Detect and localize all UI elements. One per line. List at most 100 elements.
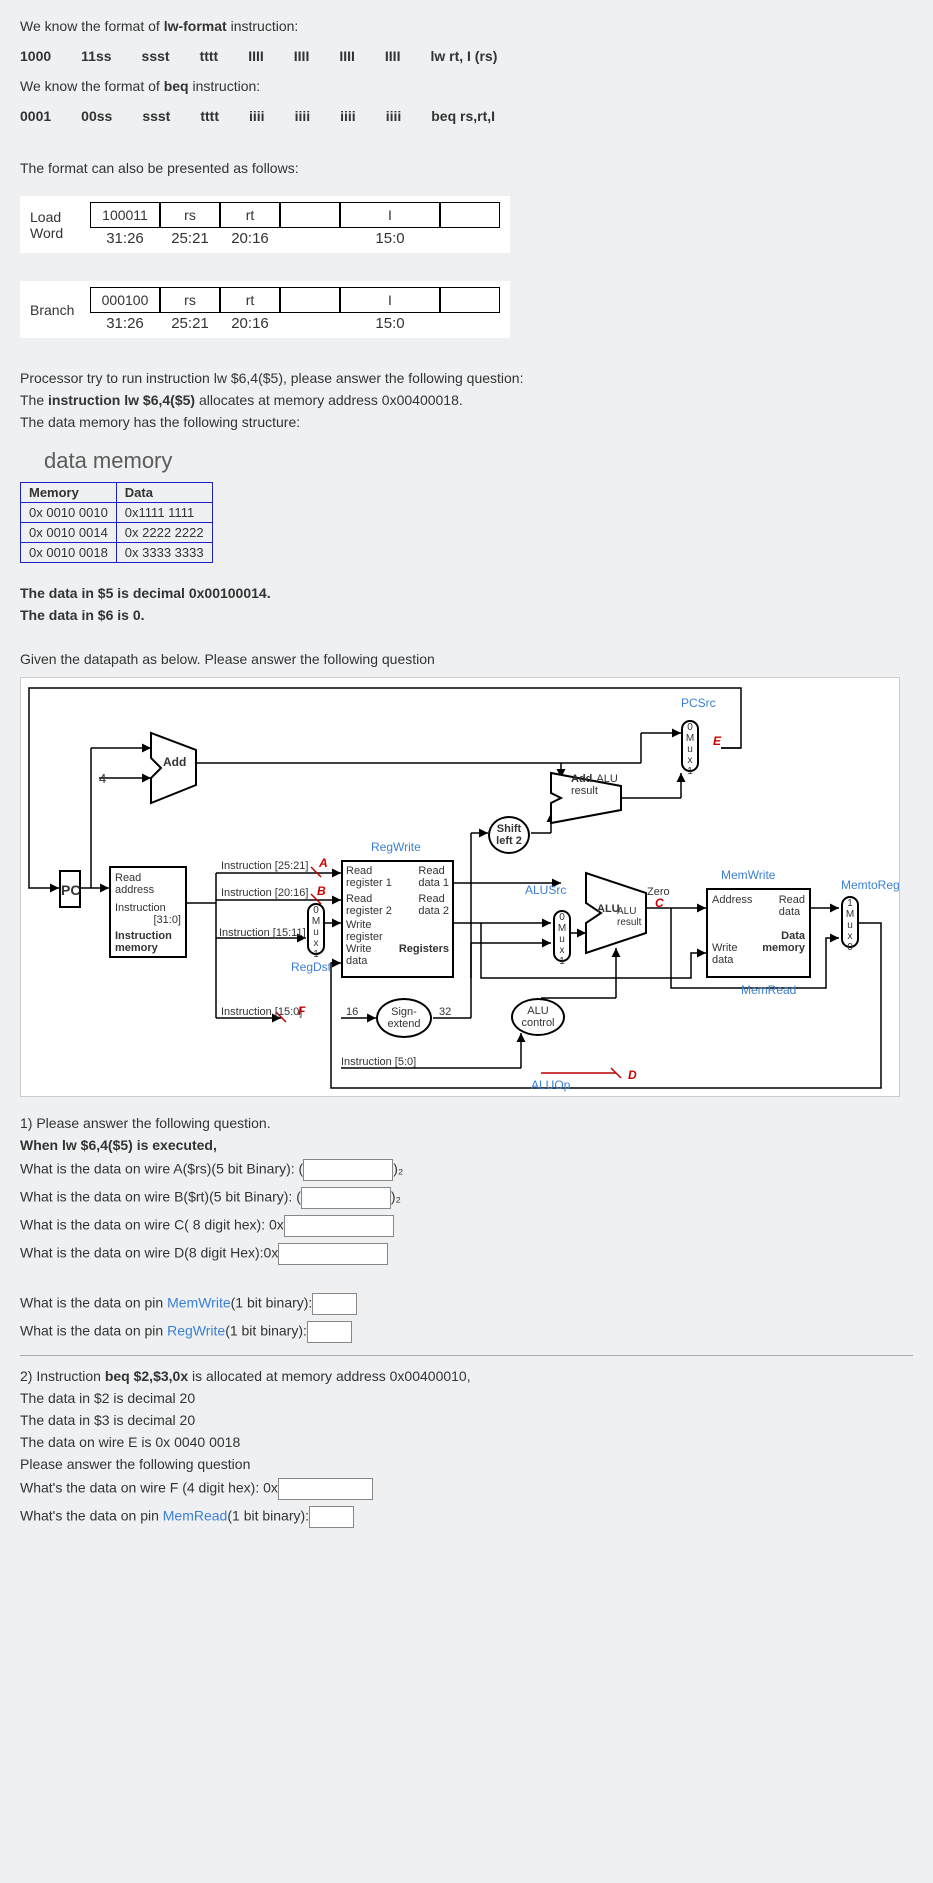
- fmt-range: [440, 230, 500, 247]
- fmt-cell: rt: [220, 202, 280, 228]
- question-1: 1) Please answer the following question.…: [20, 1115, 913, 1343]
- fmt-range: 15:0: [340, 230, 440, 247]
- text: We know the format of: [20, 18, 164, 34]
- regwrite-input[interactable]: [307, 1321, 352, 1343]
- bit-group: iiii: [295, 108, 311, 124]
- dm-row: 0x 0010 00180x 3333 3333: [21, 543, 213, 563]
- fmt-cell: [440, 202, 500, 228]
- mid-p2: The data in $6 is 0.: [20, 607, 913, 623]
- memtoreg-mux: 1Mux0: [841, 896, 859, 948]
- bit-group: ssst: [142, 108, 170, 124]
- load-word-format: Load Word 100011rsrtI 31:2625:2120:1615:…: [20, 196, 510, 253]
- fmt-range: 31:26: [90, 230, 160, 247]
- data-memory-title: data memory: [44, 448, 913, 474]
- aluop-label: ALUOp: [531, 1078, 570, 1092]
- add-label: Add: [163, 755, 186, 769]
- q1-head: 1) Please answer the following question.: [20, 1115, 913, 1131]
- bit-group: tttt: [200, 48, 219, 64]
- t: Data: [781, 930, 805, 942]
- text: What is the data on wire C( 8 digit hex)…: [20, 1217, 284, 1233]
- text: Word: [30, 225, 80, 241]
- bit-group: 0001: [20, 108, 51, 124]
- datapath-diagram: PC 4 Add Read address Instruction [31:0]…: [20, 677, 900, 1097]
- text: address: [115, 884, 181, 896]
- alu-control: ALUcontrol: [511, 998, 565, 1036]
- bit-group: IIII: [339, 48, 355, 64]
- context-p1: Processor try to run instruction lw $6,4…: [20, 370, 913, 386]
- t: data: [712, 954, 733, 966]
- fmt-cell: I: [340, 202, 440, 228]
- t: Read: [779, 894, 805, 906]
- regdst-label: RegDst: [291, 960, 331, 974]
- wire-c-input[interactable]: [284, 1215, 394, 1237]
- t: ALU: [596, 773, 617, 785]
- i2521-label: Instruction [25:21]: [221, 860, 308, 872]
- t: extend: [387, 1018, 420, 1030]
- wire-b-input[interactable]: [301, 1187, 391, 1209]
- dm-header: Data: [116, 483, 212, 503]
- text: (1 bit binary):: [231, 1295, 313, 1311]
- text: instruction:: [227, 18, 299, 34]
- t: memory: [762, 942, 805, 966]
- t: Read: [346, 893, 372, 905]
- text: Read: [115, 872, 181, 884]
- dm-cell: 0x 2222 2222: [116, 523, 212, 543]
- t: Registers: [399, 943, 449, 967]
- instruction-memory: Read address Instruction [31:0] Instruct…: [109, 866, 187, 958]
- intro-line-2: We know the format of beq instruction:: [20, 78, 913, 94]
- text: Instruction: [115, 902, 181, 914]
- t: register 1: [346, 877, 392, 889]
- bit-group: tttt: [200, 108, 219, 124]
- fmt-range: 20:16: [220, 230, 280, 247]
- lw-format-label: lw-format: [164, 18, 227, 34]
- fmt-range: 20:16: [220, 315, 280, 332]
- q2-p3: The data in $3 is decimal 20: [20, 1412, 913, 1428]
- dm-cell: 0x 0010 0010: [21, 503, 117, 523]
- fmt-cell: rs: [160, 202, 220, 228]
- text: What's the data on pin: [20, 1508, 163, 1524]
- i2016-label: Instruction [20:16]: [221, 887, 308, 899]
- context-p2: The instruction lw $6,4($5) allocates at…: [20, 392, 913, 408]
- fmt-body: 000100rsrtI 31:2625:2120:1615:0: [90, 287, 500, 332]
- memread-input[interactable]: [309, 1506, 354, 1528]
- text: is allocated at memory address 0x0040001…: [188, 1368, 471, 1384]
- fmt-cell: [280, 287, 340, 313]
- wire-a-input[interactable]: [303, 1159, 393, 1181]
- fmt-name: Branch: [30, 302, 80, 318]
- fmt-range: 25:21: [160, 315, 220, 332]
- text: (1 bit binary):: [227, 1508, 309, 1524]
- data-memory-block: AddressReaddata Data Writedatamemory: [706, 888, 811, 978]
- fmt-name: Load Word: [30, 209, 80, 241]
- text: Load: [30, 209, 80, 225]
- wire-d-input[interactable]: [278, 1243, 388, 1265]
- t: data 1: [418, 877, 449, 889]
- memwrite-input[interactable]: [312, 1293, 357, 1315]
- fmt-range: 25:21: [160, 230, 220, 247]
- q2-f: What's the data on wire F (4 digit hex):…: [20, 1478, 913, 1500]
- fmt-cell: [440, 287, 500, 313]
- q2-head: 2) Instruction beq $2,$3,0x is allocated…: [20, 1368, 913, 1384]
- mid-p3: Given the datapath as below. Please answ…: [20, 651, 913, 667]
- t: Add: [571, 773, 592, 785]
- registers-block: Readregister 1Readdata 1 Readregister 2R…: [341, 860, 454, 978]
- t: Sign-: [391, 1006, 417, 1018]
- i1511-label: Instruction [15:11]: [219, 927, 306, 939]
- pc-box: PC: [59, 870, 81, 908]
- t: ALU: [527, 1005, 548, 1017]
- wire-f-input[interactable]: [278, 1478, 373, 1500]
- pcsrc-mux: 0Mux1: [681, 720, 699, 772]
- q2-p4: The data on wire E is 0x 0040 0018: [20, 1434, 913, 1450]
- t: result: [617, 917, 641, 928]
- text: What is the data on wire B($rt)(5 bit Bi…: [20, 1189, 301, 1205]
- bit-group: 00ss: [81, 108, 112, 124]
- t: Write: [712, 942, 737, 954]
- wire-b-label: B: [317, 884, 326, 898]
- text: What is the data on wire A($rs)(5 bit Bi…: [20, 1161, 303, 1177]
- memwrite-pin-label: MemWrite: [167, 1295, 231, 1311]
- bit-group: 1000: [20, 48, 51, 64]
- bit-group: ssst: [142, 48, 170, 64]
- regwrite-pin-label: RegWrite: [167, 1323, 225, 1339]
- text: beq $2,$3,0x: [105, 1368, 188, 1384]
- sign-extend: Sign-extend: [376, 998, 432, 1038]
- bit-group: IIII: [248, 48, 264, 64]
